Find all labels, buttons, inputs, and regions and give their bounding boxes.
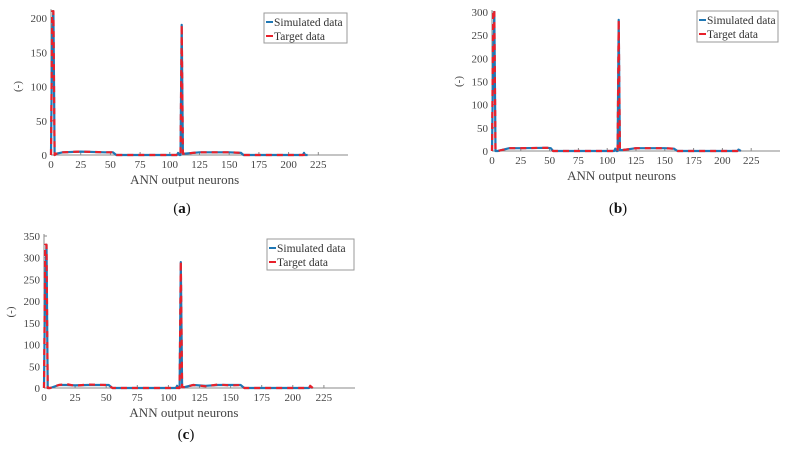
legend: Simulated data Target data xyxy=(696,10,779,43)
y-tick-label: 0 xyxy=(42,150,48,162)
x-tick-label: 25 xyxy=(75,159,87,171)
x-tick-label: 75 xyxy=(135,159,147,171)
y-tick-label: 200 xyxy=(24,296,41,308)
x-tick-label: 225 xyxy=(310,159,327,171)
x-tick-label: 200 xyxy=(280,159,297,171)
legend: Simulated data Target data xyxy=(266,238,355,271)
x-tick-label: 100 xyxy=(599,155,616,167)
chart-panel-c: 0 50 100 150 200 250 300 350 0 25 50 75 100 125 150 175… xyxy=(0,225,400,453)
x-tick-label: 150 xyxy=(221,159,238,171)
chart-panel-a: 0 50 100 150 200 0 25 50 75 100 125 150 175 200 225 ANN… xyxy=(0,0,400,225)
y-axis-label: (-) xyxy=(453,76,465,87)
x-tick-label: 75 xyxy=(132,392,144,404)
x-tick-label: 25 xyxy=(515,155,527,167)
x-axis-label: ANN output neurons xyxy=(130,172,239,187)
y-tick-label: 100 xyxy=(31,82,48,94)
x-tick-label: 75 xyxy=(573,155,585,167)
legend-label-simulated: Simulated data xyxy=(707,15,776,27)
x-tick-label: 0 xyxy=(41,392,47,404)
x-tick-label: 50 xyxy=(544,155,556,167)
caption-c: (c) xyxy=(177,427,195,443)
series-target-line xyxy=(490,8,742,153)
y-tick-label: 100 xyxy=(24,340,41,352)
x-tick-label: 225 xyxy=(316,392,333,404)
x-tick-label: 225 xyxy=(743,155,760,167)
x-tick-label: 125 xyxy=(191,159,208,171)
x-tick-label: 175 xyxy=(251,159,268,171)
y-tick-label: 100 xyxy=(472,100,489,112)
line-chart-a: 0 50 100 150 200 0 25 50 75 100 125 150 175 200 225 ANN… xyxy=(12,9,348,187)
legend-label-target: Target data xyxy=(277,257,328,269)
legend-label-simulated: Simulated data xyxy=(277,243,346,255)
line-chart-c: 0 50 100 150 200 250 300 350 0 25 50 75 100 125 150 175… xyxy=(5,231,355,420)
x-tick-label: 150 xyxy=(657,155,674,167)
x-tick-label: 175 xyxy=(253,392,270,404)
y-tick-label: 150 xyxy=(31,47,48,59)
x-tick-label: 0 xyxy=(489,155,495,167)
y-tick-label: 250 xyxy=(24,274,41,286)
x-tick-label: 150 xyxy=(222,392,239,404)
caption-a: (a) xyxy=(173,201,191,217)
y-tick-label: 200 xyxy=(31,13,48,25)
legend-label-simulated: Simulated data xyxy=(274,17,343,29)
y-tick-label: 50 xyxy=(29,361,41,373)
caption-b: (b) xyxy=(608,201,628,217)
x-tick-label: 125 xyxy=(628,155,645,167)
y-tick-label: 0 xyxy=(35,383,41,395)
x-tick-label: 175 xyxy=(685,155,702,167)
x-tick-label: 100 xyxy=(160,392,177,404)
y-tick-label: 50 xyxy=(477,123,489,135)
series-target-line xyxy=(42,243,314,390)
y-axis-label: (-) xyxy=(5,306,17,317)
axes: 0 50 100 150 200 250 300 0 25 50 75 100 125 150 175 200… xyxy=(453,7,780,183)
line-chart-b: 0 50 100 150 200 250 300 0 25 50 75 100 125 150 175 200… xyxy=(453,7,780,183)
y-axis-label: (-) xyxy=(12,81,24,92)
x-tick-label: 100 xyxy=(162,159,179,171)
chart-panel-b: 0 50 100 150 200 250 300 0 25 50 75 100 125 150 175 200… xyxy=(400,0,787,225)
y-tick-label: 350 xyxy=(24,231,41,243)
x-tick-label: 50 xyxy=(101,392,113,404)
x-tick-label: 50 xyxy=(105,159,117,171)
legend: Simulated data Target data xyxy=(263,12,348,44)
y-tick-label: 250 xyxy=(472,30,489,42)
y-tick-label: 200 xyxy=(472,53,489,65)
x-tick-label: 125 xyxy=(191,392,208,404)
y-tick-label: 300 xyxy=(472,7,489,19)
axes: 0 50 100 150 200 0 25 50 75 100 125 150 175 200 225 ANN… xyxy=(12,9,348,187)
x-axis-label: ANN output neurons xyxy=(129,405,238,420)
y-tick-label: 150 xyxy=(24,318,41,330)
y-tick-label: 0 xyxy=(483,146,489,158)
x-tick-label: 25 xyxy=(70,392,82,404)
legend-label-target: Target data xyxy=(274,31,325,43)
x-tick-label: 0 xyxy=(48,159,54,171)
axes: 0 50 100 150 200 250 300 350 0 25 50 75 100 125 150 175… xyxy=(5,231,355,420)
x-tick-label: 200 xyxy=(285,392,302,404)
y-tick-label: 150 xyxy=(472,77,489,89)
y-tick-label: 300 xyxy=(24,253,41,265)
x-tick-label: 200 xyxy=(714,155,731,167)
x-axis-label: ANN output neurons xyxy=(567,168,676,183)
legend-label-target: Target data xyxy=(707,29,758,41)
y-tick-label: 50 xyxy=(36,116,48,128)
